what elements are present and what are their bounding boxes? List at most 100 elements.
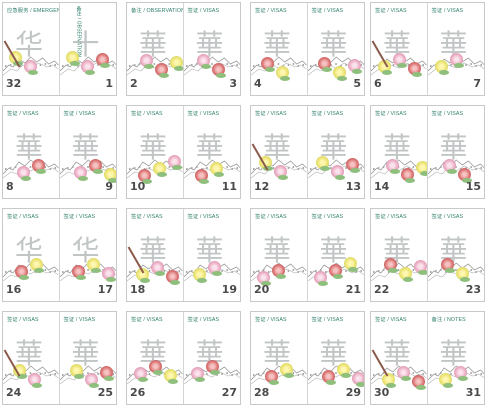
leaf-illustration [280, 76, 290, 81]
page-number: 5 [353, 77, 361, 90]
leaf-illustration [459, 277, 470, 282]
leaf-illustration [90, 268, 101, 273]
flower-illustration [399, 267, 412, 280]
page-number: 32 [6, 77, 22, 90]
page-number: 17 [97, 283, 113, 296]
left-page: 应急服务 / EMERGENCIES华32 [3, 3, 60, 95]
leaf-illustration [107, 178, 116, 183]
flower-illustration [272, 264, 285, 277]
watermark-glyph: 華 [439, 337, 468, 370]
flower-illustration [194, 169, 208, 182]
leaf-illustration [319, 166, 330, 171]
page-header: 签证 / VISAS [63, 214, 96, 220]
right-page: 签证 / VISAS 華 23 [427, 209, 484, 301]
page-number: 21 [345, 283, 361, 296]
flower-illustration [65, 51, 79, 64]
leaf-illustration [332, 274, 343, 279]
flower-illustration [393, 53, 406, 66]
flower-illustration [166, 270, 179, 283]
flower-illustration [15, 265, 28, 278]
leaf-illustration [457, 376, 468, 381]
page-number: 7 [473, 77, 481, 90]
leaf-illustration [34, 268, 44, 273]
flower-illustration [71, 265, 85, 278]
page-header: 签证 / VISAS [255, 111, 287, 117]
leaf-illustration [420, 171, 427, 176]
leaf-illustration [444, 268, 455, 273]
right-page: 签证 / VISAS 華 19 [183, 209, 240, 301]
leaf-illustration [386, 383, 396, 388]
flower-illustration [24, 60, 37, 73]
watermark-glyph: 華 [263, 28, 292, 61]
page-number: 18 [130, 283, 146, 296]
flower-illustration [138, 169, 151, 182]
watermark-glyph: 華 [319, 234, 348, 267]
watermark-glyph: 華 [383, 337, 412, 370]
flower-illustration [317, 57, 331, 70]
flower-illustration [80, 60, 94, 73]
flower-illustration [30, 258, 43, 271]
page-number: 13 [345, 180, 361, 193]
page-header: 签证 / VISAS [431, 214, 464, 220]
leaf-illustration [215, 73, 226, 78]
flower-illustration [207, 261, 221, 274]
page-spread: 签证 / VISAS 華 22 签证 / VISAS 華 23 [370, 208, 485, 302]
watermark-glyph: 華 [383, 131, 412, 164]
left-page: 签证 / VISAS 華 14 [371, 106, 428, 198]
flower-illustration [95, 53, 109, 66]
right-page: 签证 / VISAS 華 13 [307, 106, 364, 198]
flower-illustration [28, 373, 41, 386]
flower-illustration [336, 363, 350, 376]
right-page: 签证 / VISAS 華 25 [59, 312, 116, 404]
page-header: 签证 / VISAS [255, 214, 287, 220]
page-header: 签证 / VISAS [375, 214, 407, 220]
flower-illustration [328, 264, 342, 277]
left-page: 签证 / VISAS 華 10 [127, 106, 184, 198]
leaf-illustration [213, 172, 224, 177]
page-spread: 签证 / VISAS 華 24 签证 / VISAS 華 25 [2, 311, 117, 405]
leaf-illustration [17, 374, 27, 379]
flower-illustration [280, 363, 293, 376]
page-number: 2 [130, 77, 138, 90]
page-spread: 签证 / VISAS 華 20 签证 / VISAS 華 21 [250, 208, 365, 302]
page-header: 签证 / VISAS [375, 317, 407, 323]
flower-illustration [88, 159, 102, 172]
leaf-illustration [170, 280, 180, 285]
page-header: 签证 / VISAS [131, 214, 163, 220]
page-header: 签证 / VISAS [7, 317, 39, 323]
leaf-illustration [276, 274, 286, 279]
leaf-illustration [157, 172, 167, 177]
flower-illustration [382, 373, 395, 386]
page-number: 29 [345, 386, 361, 399]
flower-illustration [453, 366, 467, 379]
right-page: 签证 / VISAS 華 29 [307, 312, 364, 404]
flower-illustration [32, 159, 45, 172]
leaf-illustration [36, 169, 46, 174]
leaf-illustration [351, 69, 362, 74]
flower-illustration [412, 375, 425, 388]
flower-illustration [378, 60, 391, 73]
leaf-illustration [211, 271, 222, 276]
flower-illustration [99, 366, 113, 379]
watermark-glyph: 華 [319, 28, 348, 61]
right-page: 备注 / NOTES 華 31 [427, 312, 484, 404]
leaf-illustration [325, 380, 336, 385]
left-page: 签证 / VISAS 華 4 [251, 3, 308, 95]
flower-illustration [153, 162, 166, 175]
left-page: 签证 / VISAS 華 12 [251, 106, 308, 198]
right-page: 签证 / VISAS 華 15 [427, 106, 484, 198]
page-header: 应急服务 / EMERGENCIES [7, 8, 59, 14]
leaf-illustration [140, 278, 150, 283]
page-number: 22 [374, 283, 390, 296]
flower-illustration [192, 268, 206, 281]
flower-illustration [101, 267, 115, 280]
flower-illustration [168, 155, 181, 168]
flower-illustration [140, 54, 153, 67]
flower-illustration [134, 367, 147, 380]
flower-illustration [136, 268, 149, 281]
leaf-illustration [84, 70, 95, 75]
page-number: 14 [374, 180, 390, 193]
leaf-illustration [265, 67, 275, 72]
